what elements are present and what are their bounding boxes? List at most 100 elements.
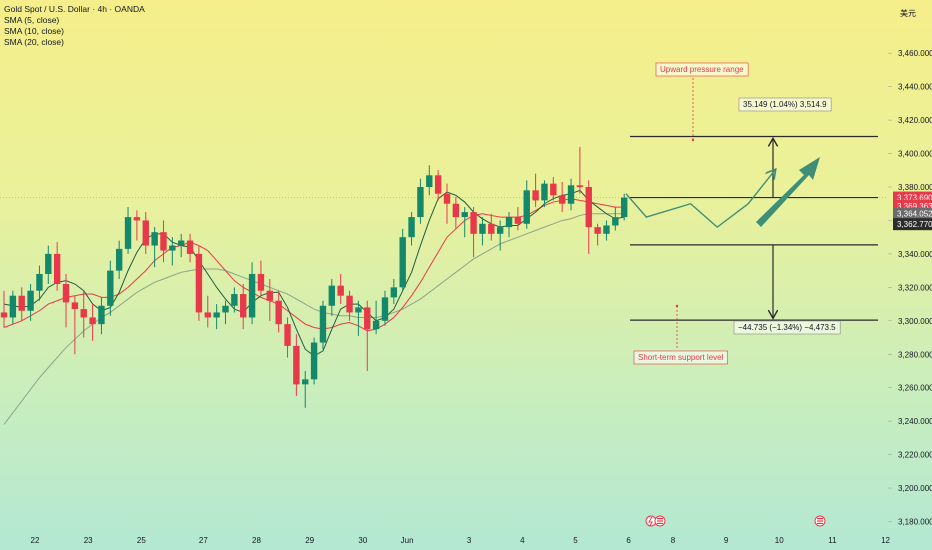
- candle-body[interactable]: [124, 217, 132, 249]
- x-tick-label: 6: [626, 536, 631, 545]
- candle-body[interactable]: [488, 223, 495, 234]
- candle-body[interactable]: [186, 240, 194, 254]
- candles: [0, 146, 628, 408]
- candle-body[interactable]: [381, 297, 389, 321]
- candle-body[interactable]: [434, 175, 442, 194]
- candle-body[interactable]: [585, 187, 592, 228]
- y-tick-label: 3,200.000: [898, 484, 932, 493]
- candle-body[interactable]: [151, 232, 158, 246]
- candle-body[interactable]: [408, 217, 415, 238]
- candle-body[interactable]: [399, 237, 406, 288]
- sma10-price-label: 3,364.052: [897, 210, 932, 219]
- horizontal-levels: [630, 135, 878, 321]
- x-tick-label: 29: [305, 536, 314, 545]
- candle-body[interactable]: [550, 183, 557, 196]
- candle-body[interactable]: [36, 273, 43, 291]
- y-tick-label: 3,420.000: [898, 116, 932, 125]
- support-label[interactable]: Short-term support level: [638, 353, 724, 362]
- y-tick-label: 3,380.000: [898, 183, 932, 192]
- projection-path[interactable]: [625, 170, 775, 229]
- candle-body[interactable]: [443, 193, 451, 204]
- candle-body[interactable]: [133, 217, 141, 221]
- candle-body[interactable]: [390, 287, 398, 298]
- candle-body[interactable]: [310, 342, 318, 380]
- x-tick-label: 3: [467, 536, 472, 545]
- x-tick-label: 30: [358, 536, 367, 545]
- upward-pressure-label[interactable]: Upward pressure range: [660, 65, 744, 74]
- candle-body[interactable]: [541, 183, 548, 201]
- candle-body[interactable]: [364, 307, 371, 330]
- candle-body[interactable]: [275, 300, 282, 325]
- candle-body[interactable]: [319, 305, 327, 343]
- upper-measure-label[interactable]: 35.149 (1.04%) 3,514.9: [743, 100, 827, 109]
- candle-body[interactable]: [240, 294, 247, 318]
- candle-body[interactable]: [195, 253, 203, 313]
- candle-body[interactable]: [337, 285, 344, 296]
- candle-body[interactable]: [142, 220, 149, 246]
- candle-body[interactable]: [417, 187, 424, 218]
- candle-body[interactable]: [514, 217, 522, 224]
- indicator-sma20[interactable]: SMA (20, close): [4, 37, 64, 47]
- candle-body[interactable]: [355, 307, 362, 313]
- sma10-price-label-box: [893, 207, 932, 220]
- candle-body[interactable]: [567, 185, 575, 204]
- upward-pressure-label-box: [655, 62, 749, 77]
- candle-body[interactable]: [612, 217, 619, 226]
- candle-body[interactable]: [178, 240, 185, 246]
- candle-body[interactable]: [302, 379, 309, 385]
- candle-body[interactable]: [594, 227, 601, 234]
- candle-body[interactable]: [266, 290, 273, 301]
- candle-body[interactable]: [213, 312, 220, 318]
- support-dot: [675, 304, 679, 308]
- candle-body[interactable]: [248, 273, 256, 318]
- candle-body[interactable]: [603, 225, 610, 234]
- y-tick-label: 3,240.000: [898, 417, 932, 426]
- candle-body[interactable]: [18, 295, 25, 311]
- lower-measure-label[interactable]: −44.735 (−1.34%) −4,473.5: [738, 323, 836, 332]
- sma10-line: [3, 198, 625, 332]
- candle-body[interactable]: [115, 248, 123, 271]
- x-tick-label: 8: [671, 536, 676, 545]
- symbol-title[interactable]: Gold Spot / U.S. Dollar · 4h · OANDA: [4, 4, 145, 14]
- candle-body[interactable]: [532, 190, 539, 201]
- indicator-sma5[interactable]: SMA (5, close): [4, 15, 60, 25]
- candle-body[interactable]: [426, 175, 433, 187]
- candle-body[interactable]: [62, 284, 70, 303]
- candle-body[interactable]: [231, 294, 238, 306]
- candle-body[interactable]: [461, 212, 468, 218]
- candle-body[interactable]: [98, 305, 105, 325]
- candle-body[interactable]: [204, 312, 211, 318]
- candle-body[interactable]: [328, 285, 336, 306]
- candle-body[interactable]: [621, 197, 628, 218]
- candle-body[interactable]: [27, 290, 34, 311]
- candle-body[interactable]: [496, 227, 504, 234]
- candle-body[interactable]: [160, 232, 167, 251]
- candle-body[interactable]: [53, 253, 61, 285]
- candle-body[interactable]: [89, 317, 96, 325]
- candle-body[interactable]: [558, 195, 566, 204]
- candle-body[interactable]: [505, 217, 513, 228]
- candle-body[interactable]: [222, 305, 229, 313]
- indicator-sma10[interactable]: SMA (10, close): [4, 26, 64, 36]
- candle-body[interactable]: [80, 309, 87, 318]
- candle-body[interactable]: [576, 185, 584, 187]
- candle-body[interactable]: [107, 270, 114, 306]
- candle-body[interactable]: [45, 253, 52, 274]
- candle-body[interactable]: [257, 273, 265, 291]
- candle-body[interactable]: [293, 345, 300, 385]
- candle-body[interactable]: [523, 190, 530, 224]
- candle-body[interactable]: [479, 223, 486, 234]
- candle-body[interactable]: [71, 302, 79, 310]
- candle-body[interactable]: [470, 212, 477, 234]
- candle-body[interactable]: [452, 203, 460, 218]
- candle-body[interactable]: [0, 312, 8, 318]
- candle-body[interactable]: [284, 324, 291, 346]
- big-up-arrow-icon[interactable]: [756, 157, 820, 227]
- candle-body[interactable]: [9, 295, 17, 318]
- candle-body[interactable]: [169, 245, 176, 251]
- candle-body[interactable]: [372, 320, 380, 330]
- candle-body[interactable]: [346, 295, 353, 313]
- x-tick-label: Jun: [401, 536, 414, 545]
